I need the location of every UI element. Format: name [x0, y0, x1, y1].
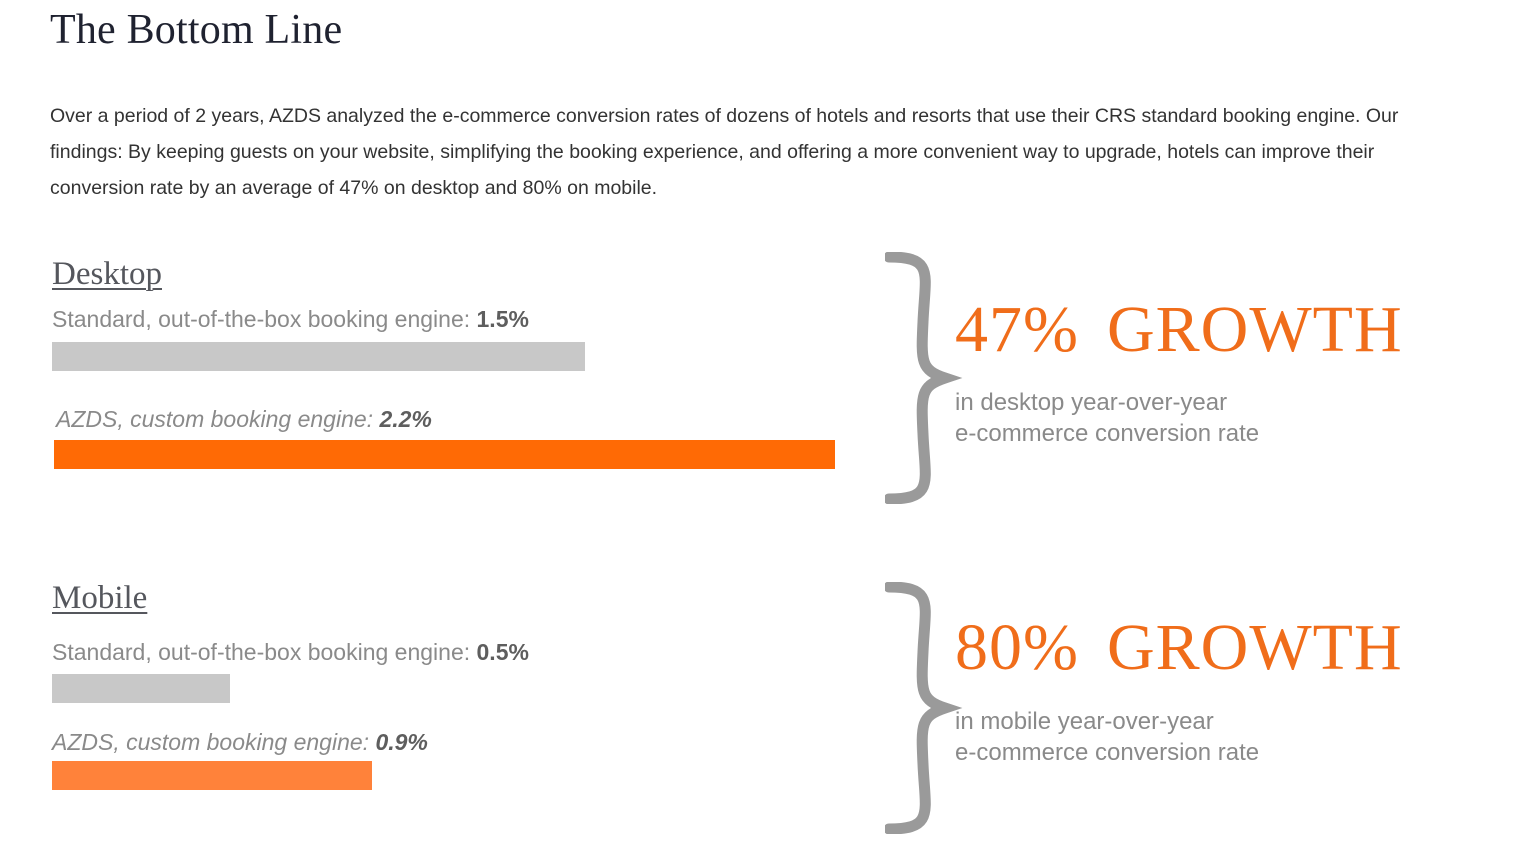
mobile-growth-caption: in mobile year-over-year e-commerce conve… — [955, 706, 1259, 768]
desktop-custom-bar — [54, 440, 835, 469]
desktop-standard-label: Standard, out-of-the-box booking engine:… — [52, 306, 529, 333]
desktop-custom-value: 2.2% — [379, 406, 432, 432]
desktop-custom-label-text: AZDS, custom booking engine: — [56, 406, 374, 432]
desktop-growth-headline: 47% GROWTH — [955, 292, 1403, 368]
desktop-growth-percent: 47% — [955, 293, 1079, 366]
mobile-standard-bar — [52, 674, 230, 703]
mobile-growth-percent: 80% — [955, 611, 1079, 684]
desktop-standard-bar — [52, 342, 585, 371]
desktop-growth-word: GROWTH — [1106, 293, 1403, 366]
mobile-custom-label-text: AZDS, custom booking engine: — [52, 729, 370, 755]
mobile-standard-value: 0.5% — [476, 639, 529, 665]
desktop-growth-caption: in desktop year-over-year e-commerce conv… — [955, 387, 1259, 449]
mobile-brace-icon — [885, 582, 963, 834]
desktop-caption-line1: in desktop year-over-year — [955, 389, 1228, 416]
mobile-custom-bar — [52, 761, 372, 790]
page-title: The Bottom Line — [50, 7, 343, 53]
mobile-standard-label-text: Standard, out-of-the-box booking engine: — [52, 639, 471, 665]
mobile-caption-line1: in mobile year-over-year — [955, 708, 1214, 735]
desktop-standard-value: 1.5% — [476, 306, 529, 332]
mobile-standard-label: Standard, out-of-the-box booking engine:… — [52, 639, 529, 666]
mobile-growth-headline: 80% GROWTH — [955, 610, 1403, 686]
desktop-caption-line2: e-commerce conversion rate — [955, 420, 1260, 447]
mobile-growth-word: GROWTH — [1106, 611, 1403, 684]
mobile-caption-line2: e-commerce conversion rate — [955, 739, 1260, 766]
desktop-standard-label-text: Standard, out-of-the-box booking engine: — [52, 306, 471, 332]
desktop-brace-icon — [885, 252, 963, 504]
mobile-section-title: Mobile — [52, 580, 148, 616]
desktop-custom-label: AZDS, custom booking engine: 2.2% — [56, 406, 432, 433]
mobile-custom-value: 0.9% — [375, 729, 428, 755]
mobile-custom-label: AZDS, custom booking engine: 0.9% — [52, 729, 428, 756]
desktop-section-title: Desktop — [52, 256, 162, 292]
intro-paragraph: Over a period of 2 years, AZDS analyzed … — [50, 105, 1399, 199]
